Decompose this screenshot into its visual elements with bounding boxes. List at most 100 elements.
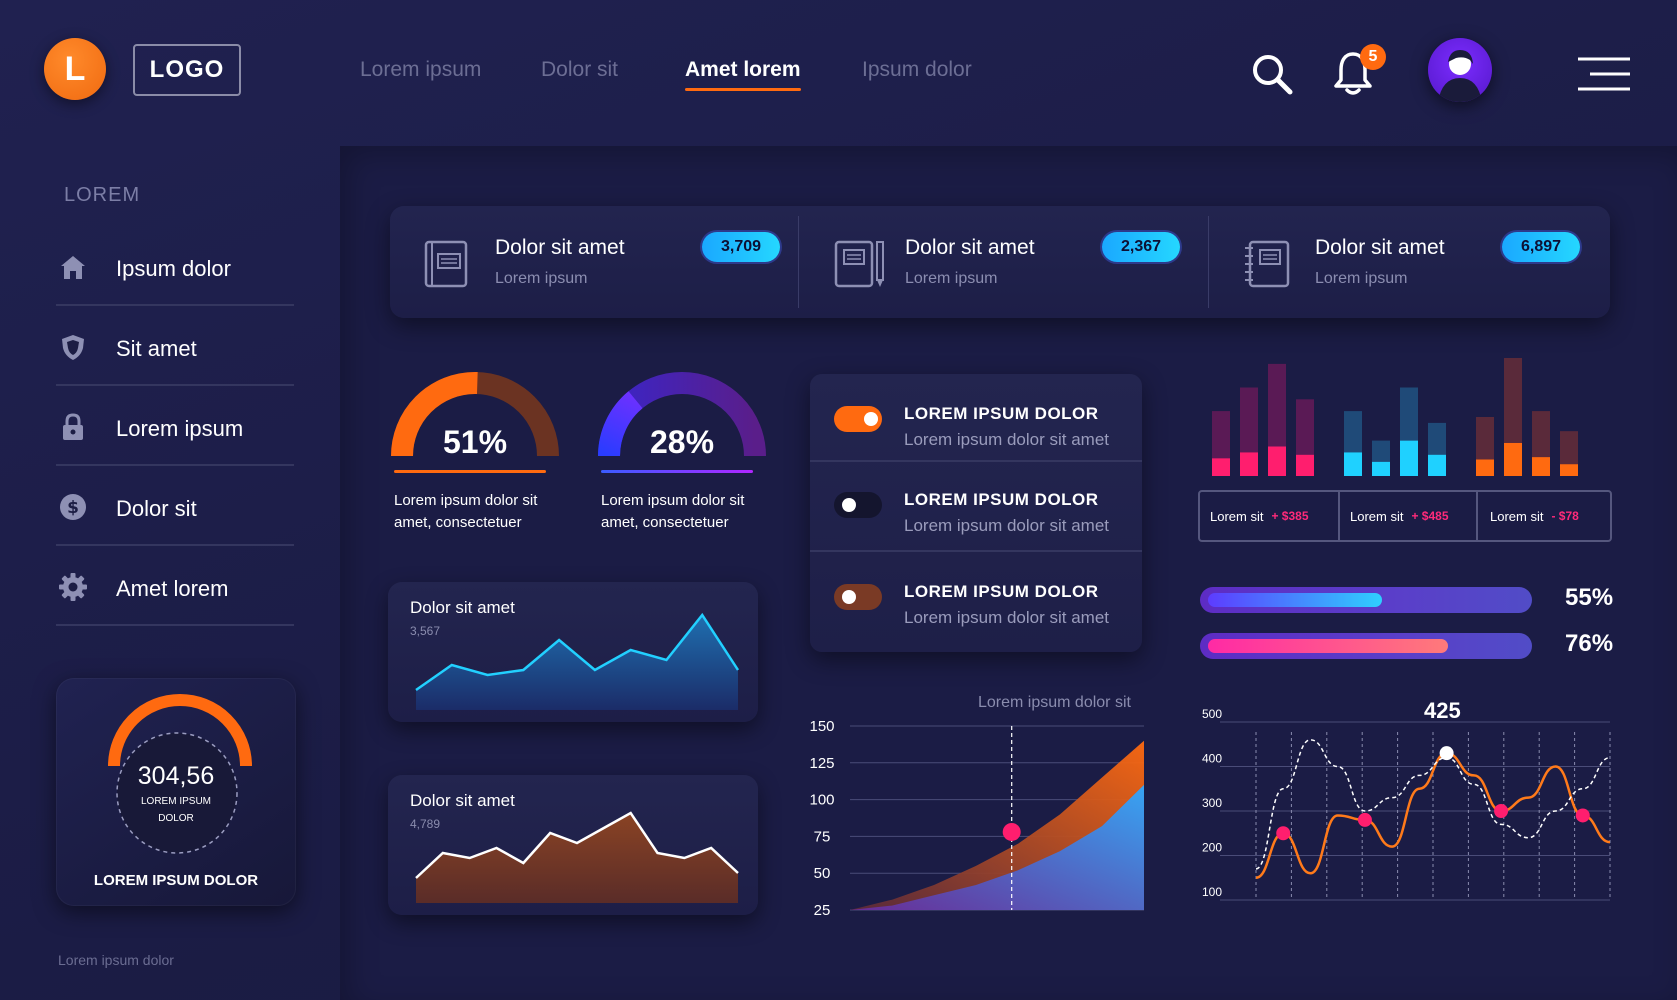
toggle-title: LOREM IPSUM DOLOR: [904, 404, 1099, 423]
mini-chart-title: Dolor sit amet: [410, 791, 515, 810]
widget-caption-line1: LOREM IPSUM: [140, 796, 211, 807]
stat-subtitle: Lorem ipsum: [495, 270, 588, 287]
y-tick-label: 100: [1202, 885, 1222, 899]
lock-icon: [63, 413, 83, 440]
bar-value: [1240, 452, 1258, 476]
gauge-arc: [391, 372, 559, 457]
mini-chart-title: Dolor sit amet: [410, 598, 515, 617]
stat-value-badge: 3,709: [702, 232, 780, 262]
sidebar-item-amet-lorem[interactable]: Amet lorem: [56, 546, 294, 626]
marker-point: [1002, 822, 1021, 841]
area-chart: 150 125 100 75 50 25: [809, 718, 1144, 918]
toggle-knob: [842, 498, 856, 512]
sidebar-item-label: Amet lorem: [116, 576, 229, 601]
logo-badge[interactable]: L: [44, 38, 106, 100]
line-chart: 500 400 300 200 100: [1202, 707, 1611, 901]
y-tick-label: 25: [814, 902, 831, 918]
bar-value: [1504, 442, 1522, 476]
gauge-caption-line2: amet, consectetuer: [394, 514, 522, 531]
bar-background: [1504, 358, 1522, 443]
stat-item[interactable]: Dolor sit amet Lorem ipsum 6,897: [1210, 206, 1610, 318]
gauge-underline: [394, 470, 546, 473]
progress-percent: 55%: [1565, 584, 1614, 611]
spiral-notebook-icon: [1245, 240, 1290, 288]
mini-chart-area: [416, 813, 738, 903]
gauge-caption-line1: Lorem ipsum dolor sit: [601, 492, 745, 509]
mini-chart-card[interactable]: Dolor sit amet 3,567: [388, 582, 758, 722]
legend-item: Lorem sit + $485: [1350, 492, 1449, 540]
sidebar-item-ipsum-dolor[interactable]: Ipsum dolor: [56, 226, 294, 306]
toggle-knob: [842, 590, 856, 604]
stat-item[interactable]: Dolor sit amet Lorem ipsum 2,367: [800, 206, 1200, 318]
gauge-percent: 51%: [442, 424, 508, 460]
sidebar-item-sit-amet[interactable]: Sit amet: [56, 306, 294, 386]
bar-background: [1344, 411, 1362, 453]
nav-item-label: Amet lorem: [685, 58, 801, 81]
legend-label: Lorem sit: [1350, 508, 1404, 524]
gauge-widget: 51% Lorem ipsum dolor sit amet, consecte…: [390, 372, 560, 542]
sidebar-item-dolor-sit[interactable]: $ Dolor sit: [56, 466, 294, 546]
divider: [798, 216, 799, 308]
active-nav-underline: [685, 88, 801, 91]
gauge-widget: 28% Lorem ipsum dolor sit amet, consecte…: [597, 372, 767, 542]
mini-chart-value: 3,567: [410, 624, 441, 638]
stats-card: Dolor sit amet Lorem ipsum 3,709 Dolor s…: [390, 206, 1610, 318]
bar-legend: Lorem sit + $385 Lorem sit + $485 Lorem …: [1198, 490, 1612, 542]
legend-label: Lorem sit: [1490, 508, 1544, 524]
menu-icon[interactable]: [1576, 56, 1632, 92]
widget-value: 304,56: [137, 762, 215, 790]
search-icon[interactable]: [1250, 52, 1294, 96]
mini-area-chart: [415, 811, 739, 903]
progress-fill: [1208, 593, 1382, 607]
bar-value: [1532, 457, 1550, 476]
toggle-switch[interactable]: [834, 492, 882, 518]
logo-text[interactable]: LOGO: [133, 44, 241, 96]
nav-item-amet-lorem[interactable]: Amet lorem: [685, 58, 801, 91]
widget-gauge: [108, 694, 252, 854]
sidebar-item-lorem-ipsum[interactable]: Lorem ipsum: [56, 386, 294, 466]
gauge-underline: [601, 470, 753, 473]
toggle-switch[interactable]: [834, 406, 882, 432]
stat-value-badge: 2,367: [1102, 232, 1180, 262]
gauge-caption: Lorem ipsum dolor sit amet, consectetuer: [394, 490, 574, 534]
shield-icon: [62, 335, 84, 360]
toggle-settings-card: LOREM IPSUM DOLOR Lorem ipsum dolor sit …: [810, 374, 1142, 652]
nav-item-lorem-ipsum[interactable]: Lorem ipsum: [360, 58, 482, 81]
toggle-row: LOREM IPSUM DOLOR Lorem ipsum dolor sit …: [810, 464, 1142, 552]
legend-value: + $485: [1411, 509, 1449, 523]
sidebar-gauge-widget: 304,56 LOREM IPSUM DOLOR LOREM IPSUM DOL…: [56, 678, 296, 906]
bar-value: [1372, 461, 1390, 476]
divider: [1476, 492, 1478, 540]
bar-value: [1212, 458, 1230, 476]
line-marker-point: [1575, 808, 1590, 823]
sidebar-item-label: Lorem ipsum: [116, 416, 244, 441]
nav-item-ipsum-dolor[interactable]: Ipsum dolor: [862, 58, 972, 81]
toggle-row: LOREM IPSUM DOLOR Lorem ipsum dolor sit …: [810, 556, 1142, 644]
progress-fill: [1208, 639, 1449, 653]
nav-item-dolor-sit[interactable]: Dolor sit: [541, 58, 619, 81]
line-series: [1255, 751, 1611, 879]
widget-title: LOREM IPSUM DOLOR: [93, 872, 259, 889]
mini-chart-card[interactable]: Dolor sit amet 4,789: [388, 775, 758, 915]
avatar[interactable]: [1428, 38, 1492, 102]
divider: [1208, 216, 1209, 308]
toggle-title: LOREM IPSUM DOLOR: [904, 490, 1099, 509]
y-tick-label: 300: [1202, 796, 1222, 810]
notebook-pencil-icon: [834, 240, 884, 288]
bar-background: [1296, 399, 1314, 455]
stat-title: Dolor sit amet: [905, 236, 1035, 259]
legend-item: Lorem sit + $385: [1210, 492, 1309, 540]
stat-value-badge: 6,897: [1502, 232, 1580, 262]
gauge-percent: 28%: [649, 424, 715, 460]
stat-item[interactable]: Dolor sit amet Lorem ipsum 3,709: [390, 206, 790, 318]
stat-title: Dolor sit amet: [1315, 236, 1445, 259]
gauge-caption-line2: amet, consectetuer: [601, 514, 729, 531]
bar-background: [1400, 387, 1418, 441]
toggle-subtitle: Lorem ipsum dolor sit amet: [904, 430, 1110, 449]
toggle-switch[interactable]: [834, 584, 882, 610]
bar-value: [1428, 454, 1446, 476]
bar-value: [1268, 446, 1286, 476]
user-silhouette-icon: [1438, 50, 1482, 102]
sidebar-footer: Lorem ipsum dolor: [58, 952, 174, 968]
mini-chart-line: [415, 612, 740, 692]
